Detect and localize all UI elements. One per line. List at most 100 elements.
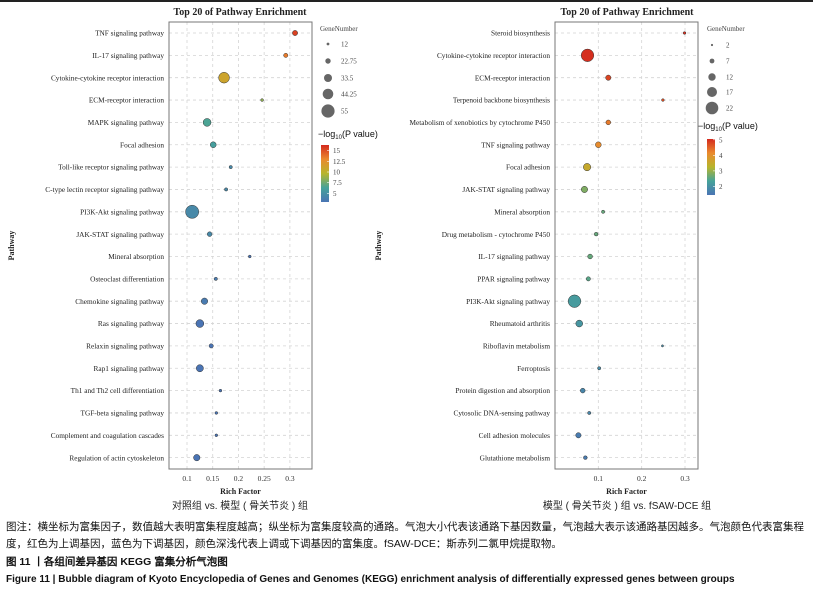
bubble-point [201,297,208,305]
pathway-label: Regulation of actin cytoskeleton [69,453,164,462]
pathway-label: IL-17 signaling pathway [478,252,550,261]
pathway-label: Rap1 signaling pathway [93,364,164,373]
pathway-label: Terpenoid backbone biosynthesis [453,96,550,105]
size-legend-title: GeneNumber [707,25,745,33]
size-legend-label: 2 [726,42,730,50]
color-legend-label: 2 [719,183,723,191]
size-legend-symbol [324,74,332,82]
pathway-label: Ras signaling pathway [98,319,164,328]
pathway-label: Riboflavin metabolism [483,342,550,351]
bubble-point [575,319,583,328]
color-legend-label: 4 [719,152,723,160]
bubble-point [207,231,213,237]
pathway-label: Mineral absorption [108,252,164,261]
pathway-label: Glutathione metabolism [480,453,551,462]
bubble-point [580,48,595,62]
size-legend-label: 7 [726,58,730,66]
figure-title-en: Figure 11 | Bubble diagram of Kyoto Ency… [6,574,735,585]
bubble-point [218,72,230,84]
color-legend-label: 15 [333,147,341,155]
color-legend-label: 7.5 [333,179,342,187]
bubble-point [248,254,252,259]
pathway-label: Cytokine-cytokine receptor interaction [437,51,550,60]
size-legend-label: 55 [341,108,349,116]
bubble-point [580,387,586,394]
bubble-point [597,366,602,371]
pathway-label: Drug metabolism - cytochrome P450 [442,230,551,239]
size-legend-symbol [326,42,330,46]
x-tick-label: 0.1 [182,474,192,483]
pathway-label: Cytokine-cytokine receptor interaction [51,73,164,82]
bubble-point [195,319,205,328]
color-legend-label: 10 [333,169,341,177]
color-legend-label: 5 [719,136,723,144]
bubble-point [193,454,201,462]
bubble-point [210,141,217,148]
pathway-label: PI3K-Akt signaling pathway [80,207,164,216]
size-legend-label: 12 [341,41,349,49]
size-legend-label: 17 [726,89,734,97]
size-legend-symbol [325,58,331,64]
bubble-point [185,204,199,219]
bubble-point [208,343,214,349]
bubble-point [583,455,588,460]
x-tick-label: 0.3 [285,474,295,483]
size-legend-label: 44.25 [341,91,357,99]
bubble-point [585,276,591,282]
pathway-label: Mineral absorption [494,207,550,216]
size-legend-symbol [705,101,719,115]
pathway-label: Ferroptosis [517,364,550,373]
pathway-label: ECM-receptor interaction [475,73,551,82]
pathway-label: JAK-STAT signaling pathway [462,185,550,194]
size-legend-label: 33.5 [341,75,354,83]
bubble-point [594,232,599,237]
chart-group-subtitle: 对照组 vs. 模型 ( 骨关节炎 ) 组 [172,499,308,512]
pathway-label: Cell adhesion molecules [479,431,550,440]
chart-title: Top 20 of Pathway Enrichment [561,7,695,18]
bubble-point [575,432,582,439]
bubble-point [292,30,298,36]
bubble-point [224,187,228,192]
bubble-point [283,52,289,58]
pathway-label: Cytosolic DNA-sensing pathway [454,409,551,418]
x-axis-label: Rich Factor [606,487,647,496]
size-legend-label: 22.75 [341,58,357,66]
color-legend-label: 5 [333,190,337,198]
figure-title-cn: 图 11 丨各组间差异基因 KEGG 富集分析气泡图 [6,556,228,568]
pathway-label: C-type lectin receptor signaling pathway [45,185,164,194]
pathway-label: TGF-beta signaling pathway [81,409,165,418]
chart-title: Top 20 of Pathway Enrichment [174,7,308,18]
size-legend-label: 12 [726,74,734,82]
bubble-point [605,119,611,126]
bubble-point [661,98,665,102]
plot-frame [554,21,699,470]
chart-1: Top 20 of Pathway Enrichment 0.1 0.15 0.2 0.… [7,7,378,512]
color-legend-title: −log10(P value) [698,121,758,133]
color-legend-title: −log10(P value) [318,129,378,141]
pathway-label: Protein digestion and absorption [455,386,550,395]
pathway-label: TNF signaling pathway [95,29,164,38]
pathway-label: Focal adhesion [120,140,164,149]
figure-note: 图注：横坐标为富集因子，数值越大表明富集程度越高；纵坐标为富集度较高的通路。气泡… [6,521,804,550]
bubble-point [605,74,612,81]
bubble-point [682,31,687,35]
pathway-label: MAPK signaling pathway [88,118,165,127]
bubble-point [218,388,223,393]
pathway-label: PI3K-Akt signaling pathway [466,297,550,306]
bubble-point [214,433,218,437]
pathway-label: Osteoclast differentiation [90,274,164,283]
x-tick-label: 0.15 [206,474,219,483]
color-legend-label: 3 [719,167,723,175]
size-legend-symbol [322,88,334,100]
x-tick-label: 0.2 [637,474,647,483]
x-tick-label: 0.25 [258,474,271,483]
bubble-point [202,118,212,127]
size-legend-symbol [710,43,714,47]
plot-frame [168,21,313,470]
pathway-label: JAK-STAT signaling pathway [76,230,164,239]
pathway-label: Toll-like receptor signaling pathway [58,163,164,172]
x-tick-label: 0.1 [594,474,604,483]
color-legend-label: 12.5 [333,158,346,166]
chart-2: Top 20 of Pathway Enrichment 0.1 0.2 0.3 Ste… [374,7,758,512]
